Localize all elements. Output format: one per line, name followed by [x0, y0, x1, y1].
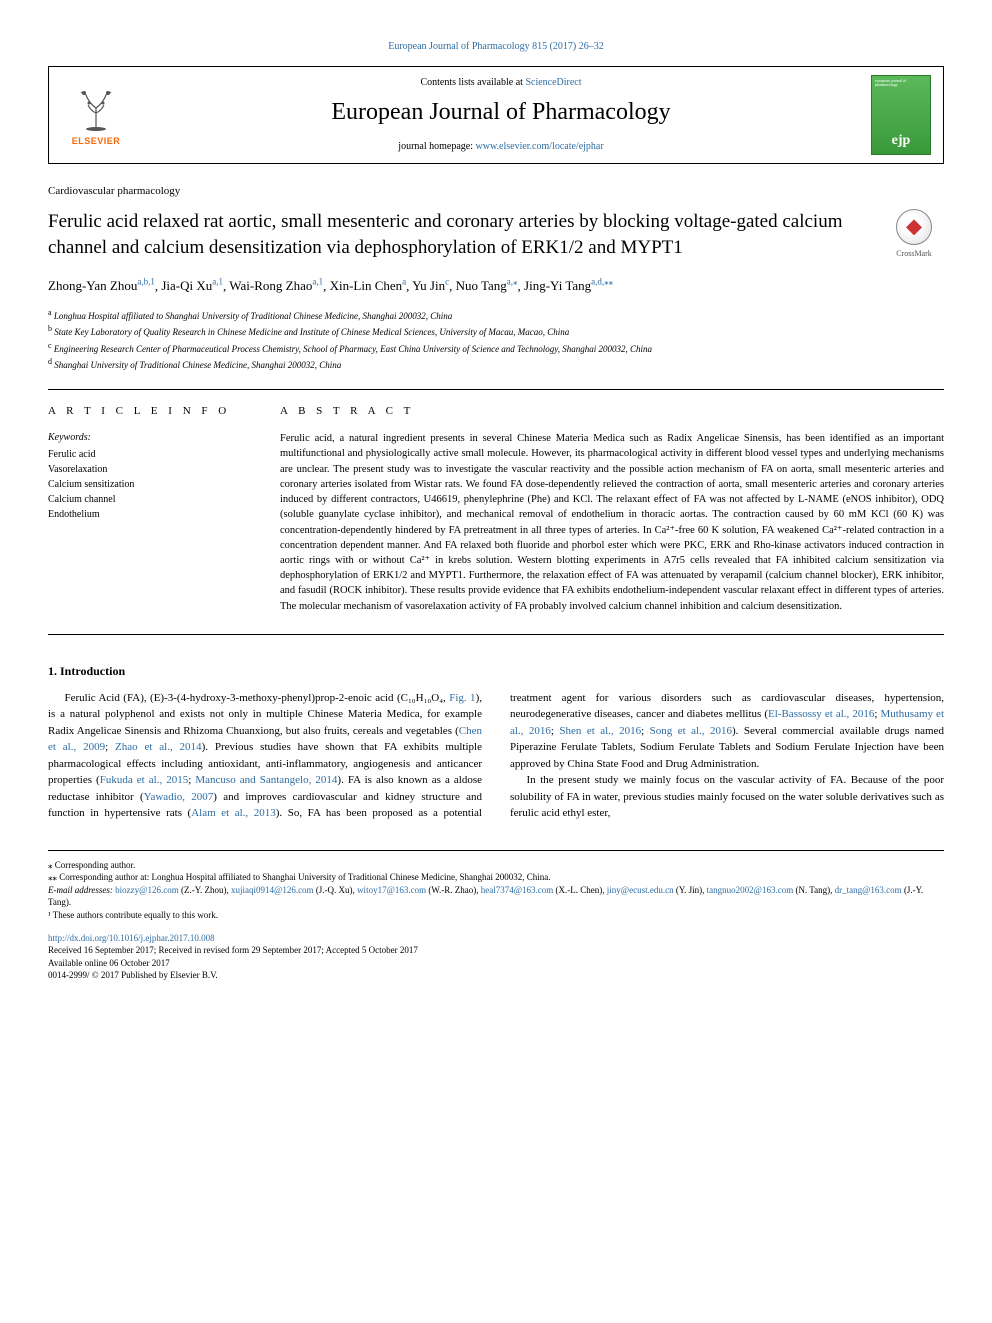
fig1-link[interactable]: Fig. 1: [449, 692, 475, 704]
top-journal-ref: European Journal of Pharmacology 815 (20…: [48, 40, 944, 54]
keyword: Vasorelaxation: [48, 462, 248, 477]
corresponding-1: ⁎ Corresponding author.: [48, 859, 944, 872]
email-link[interactable]: jiny@ecust.edu.cn: [607, 885, 674, 895]
copyright-line: 0014-2999/ © 2017 Published by Elsevier …: [48, 969, 944, 982]
intro-para-2: In the present study we mainly focus on …: [510, 772, 944, 822]
crossmark-label: CrossMark: [896, 248, 932, 259]
ref-link[interactable]: Yawadio, 2007: [144, 791, 214, 803]
keyword: Calcium sensitization: [48, 477, 248, 492]
author: Yu Jinc: [412, 278, 449, 293]
sciencedirect-link[interactable]: ScienceDirect: [525, 77, 581, 88]
affil-ref[interactable]: a,⁎: [507, 277, 518, 287]
affiliations-list: a Longhua Hospital affiliated to Shangha…: [48, 307, 944, 373]
keyword: Ferulic acid: [48, 447, 248, 462]
elsevier-wordmark: ELSEVIER: [72, 135, 121, 148]
email-link[interactable]: biozzy@126.com: [115, 885, 179, 895]
email-line: E-mail addresses: biozzy@126.com (Z.-Y. …: [48, 884, 944, 909]
section-label: Cardiovascular pharmacology: [48, 184, 944, 199]
introduction-heading: 1. Introduction: [48, 663, 944, 680]
homepage-line: journal homepage: www.elsevier.com/locat…: [131, 140, 871, 154]
elsevier-logo: ELSEVIER: [61, 75, 131, 155]
affil-ref[interactable]: c: [445, 277, 449, 287]
email-link[interactable]: dr_tang@163.com: [835, 885, 902, 895]
contents-lists-line: Contents lists available at ScienceDirec…: [131, 76, 871, 90]
affil-ref[interactable]: a,d,⁎⁎: [591, 277, 613, 287]
body-text: Ferulic Acid (FA), (E)-3-(4-hydroxy-3-me…: [48, 690, 944, 822]
ref-link[interactable]: Alam et al., 2013: [191, 807, 276, 819]
ref-link[interactable]: El-Bassossy et al., 2016: [768, 708, 874, 720]
elsevier-tree-icon: [71, 83, 121, 133]
affiliation: a Longhua Hospital affiliated to Shangha…: [48, 307, 944, 324]
affil-ref[interactable]: a,1: [312, 277, 323, 287]
corresponding-2: ⁎⁎ Corresponding author at: Longhua Hosp…: [48, 871, 944, 884]
received-line: Received 16 September 2017; Received in …: [48, 944, 944, 957]
affiliation: b State Key Laboratory of Quality Resear…: [48, 323, 944, 340]
keyword: Calcium channel: [48, 492, 248, 507]
ref-link[interactable]: Fukuda et al., 2015: [100, 774, 189, 786]
email-link[interactable]: heal7374@163.com: [481, 885, 554, 895]
author: Wai-Rong Zhaoa,1: [229, 278, 323, 293]
affil-ref[interactable]: a,b,1: [137, 277, 155, 287]
equal-contrib: ¹ These authors contribute equally to th…: [48, 909, 944, 922]
affiliation: d Shanghai University of Traditional Chi…: [48, 356, 944, 373]
keywords-label: Keywords:: [48, 431, 248, 445]
author: Nuo Tanga,⁎: [456, 278, 518, 293]
crossmark-badge[interactable]: CrossMark: [884, 209, 944, 259]
article-title: Ferulic acid relaxed rat aortic, small m…: [48, 209, 864, 260]
journal-header: ELSEVIER Contents lists available at Sci…: [48, 66, 944, 164]
divider-bottom: [48, 634, 944, 635]
keywords-list: Ferulic acidVasorelaxationCalcium sensit…: [48, 447, 248, 522]
abstract-col: A B S T R A C T Ferulic acid, a natural …: [280, 404, 944, 614]
affiliation: c Engineering Research Center of Pharmac…: [48, 340, 944, 357]
journal-name: European Journal of Pharmacology: [131, 96, 871, 130]
article-info-col: A R T I C L E I N F O Keywords: Ferulic …: [48, 404, 248, 614]
ref-link[interactable]: Song et al., 2016: [650, 725, 732, 737]
author: Jia-Qi Xua,1: [161, 278, 223, 293]
divider-top: [48, 389, 944, 390]
email-link[interactable]: tangnuo2002@163.com: [707, 885, 794, 895]
keyword: Endothelium: [48, 507, 248, 522]
email-link[interactable]: witoy17@163.com: [357, 885, 426, 895]
affil-ref[interactable]: a,1: [212, 277, 223, 287]
abstract-heading: A B S T R A C T: [280, 404, 944, 419]
doi-link[interactable]: http://dx.doi.org/10.1016/j.ejphar.2017.…: [48, 933, 215, 943]
homepage-link[interactable]: www.elsevier.com/locate/ejphar: [476, 141, 604, 152]
ref-link[interactable]: Mancuso and Santangelo, 2014: [195, 774, 337, 786]
cover-title: european journal of pharmacology: [875, 79, 927, 88]
authors-list: Zhong-Yan Zhoua,b,1, Jia-Qi Xua,1, Wai-R…: [48, 275, 944, 297]
abstract-text: Ferulic acid, a natural ingredient prese…: [280, 431, 944, 614]
affil-ref[interactable]: a: [402, 277, 406, 287]
author: Xin-Lin Chena: [330, 278, 407, 293]
header-center: Contents lists available at ScienceDirec…: [131, 76, 871, 154]
email-link[interactable]: xujiaqi0914@126.com: [231, 885, 314, 895]
author: Zhong-Yan Zhoua,b,1: [48, 278, 155, 293]
author: Jing-Yi Tanga,d,⁎⁎: [524, 278, 613, 293]
cover-logo: ejp: [875, 131, 927, 151]
crossmark-icon: [896, 209, 932, 245]
available-line: Available online 06 October 2017: [48, 957, 944, 970]
top-journal-link[interactable]: European Journal of Pharmacology 815 (20…: [388, 41, 604, 52]
journal-cover: european journal of pharmacology ejp: [871, 75, 931, 155]
article-info-heading: A R T I C L E I N F O: [48, 404, 248, 419]
ref-link[interactable]: Zhao et al., 2014: [115, 741, 202, 753]
footnotes: ⁎ Corresponding author. ⁎⁎ Corresponding…: [48, 850, 944, 982]
ref-link[interactable]: Shen et al., 2016: [559, 725, 641, 737]
